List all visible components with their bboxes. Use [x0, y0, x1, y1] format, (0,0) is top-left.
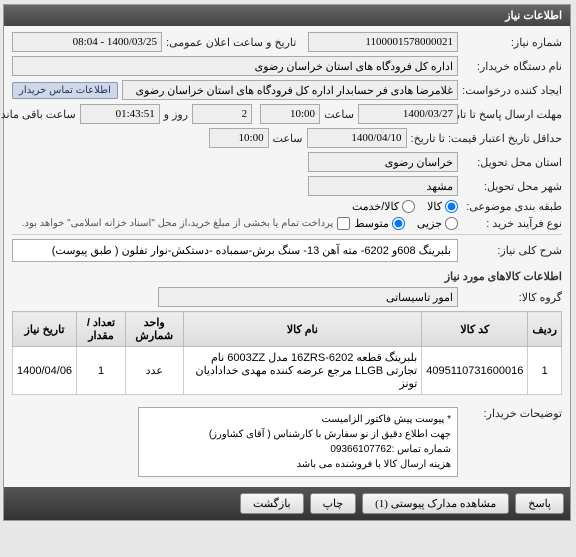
min-valid-date — [308, 128, 408, 148]
items-table-body: 1 4095110731600016 بلبرینگ قطعه 16ZRS-62… — [14, 347, 563, 395]
row-need-no: شماره نیاز: تاریخ و ساعت اعلان عمومی: — [13, 32, 563, 52]
need-no-label: شماره نیاز: — [463, 36, 563, 49]
radio-medium-label: متوسط — [355, 217, 390, 230]
info-panel: اطلاعات نیاز شماره نیاز: تاریخ و ساعت اع… — [4, 4, 572, 521]
col-date: تاریخ نیاز — [14, 312, 78, 347]
need-no-field — [309, 32, 459, 52]
row-province: استان محل تحویل: — [13, 152, 563, 172]
min-valid-time-label: ساعت — [274, 132, 304, 145]
radio-service[interactable]: کالا/خدمت — [353, 200, 416, 213]
col-code: کد کالا — [423, 312, 529, 347]
desc-line-0: * پیوست پیش فاکتور الزامیست — [146, 412, 452, 427]
need-title-label: شرح کلی نیاز: — [463, 244, 563, 257]
radio-low-input[interactable] — [446, 217, 459, 230]
cell-date: 1400/04/06 — [14, 347, 78, 395]
announce-field — [13, 32, 163, 52]
items-table: ردیف کد کالا نام کالا واحد شمارش تعداد /… — [13, 311, 563, 395]
col-qty: تعداد / مقدار — [78, 312, 127, 347]
announce-label: تاریخ و ساعت اعلان عمومی: — [167, 36, 297, 49]
footer-bar: پاسخ مشاهده مدارک پیوستی (1) چاپ بازگشت — [5, 487, 571, 520]
process-note-checkbox[interactable] — [338, 217, 351, 230]
min-valid-label: حداقل تاریخ اعتبار قیمت: تا تاریخ: — [412, 132, 563, 145]
radio-low[interactable]: جزیی — [418, 217, 459, 230]
table-row[interactable]: 1 4095110731600016 بلبرینگ قطعه 16ZRS-62… — [14, 347, 563, 395]
separator — [13, 234, 563, 235]
radio-medium[interactable]: متوسط — [355, 217, 406, 230]
city-label: شهر محل تحویل: — [463, 180, 563, 193]
back-button[interactable]: بازگشت — [241, 493, 305, 514]
col-unit: واحد شمارش — [126, 312, 184, 347]
view-attach-button[interactable]: مشاهده مدارک پیوستی (1) — [363, 493, 510, 514]
creator-label: ایجاد کننده درخواست: — [463, 84, 563, 97]
radio-service-label: کالا/خدمت — [353, 200, 400, 213]
row-creator: ایجاد کننده درخواست: اطلاعات تماس خریدار — [13, 80, 563, 100]
radio-service-input[interactable] — [403, 200, 416, 213]
cell-qty: 1 — [78, 347, 127, 395]
row-need-title: شرح کلی نیاز: بلبرینگ 608و 6202- مته آهن… — [13, 239, 563, 262]
row-process: نوع فرآیند خرید : جزیی متوسط پرداخت تمام… — [13, 217, 563, 230]
buyer-org-label: نام دستگاه خریدار: — [463, 60, 563, 73]
radio-goods[interactable]: کالا — [428, 200, 459, 213]
radio-goods-label: کالا — [428, 200, 443, 213]
row-group: گروه کالا: — [13, 287, 563, 307]
process-note-wrap: پرداخت تمام یا بخشی از مبلغ خرید،از محل … — [23, 217, 352, 230]
items-table-head: ردیف کد کالا نام کالا واحد شمارش تعداد /… — [14, 312, 563, 347]
category-radios: کالا کالا/خدمت — [353, 200, 459, 213]
radio-goods-input[interactable] — [446, 200, 459, 213]
deadline-days — [193, 104, 253, 124]
buyer-desc-label: توضیحات خریدار: — [463, 407, 563, 420]
deadline-time — [261, 104, 321, 124]
deadline-remain — [81, 104, 161, 124]
panel-body: شماره نیاز: تاریخ و ساعت اعلان عمومی: نا… — [5, 26, 571, 487]
panel-title: اطلاعات نیاز — [5, 5, 571, 26]
cell-row: 1 — [529, 347, 563, 395]
process-radios: جزیی متوسط — [355, 217, 459, 230]
group-field — [159, 287, 459, 307]
process-label: نوع فرآیند خرید : — [463, 217, 563, 230]
radio-medium-input[interactable] — [393, 217, 406, 230]
buyer-contact-button[interactable]: اطلاعات تماس خریدار — [13, 82, 119, 99]
province-field — [309, 152, 459, 172]
desc-line-2: شماره تماس :09366107762 — [146, 442, 452, 457]
deadline-label: مهلت ارسال پاسخ تا تاریخ: — [463, 108, 563, 121]
cell-code: 4095110731600016 — [423, 347, 529, 395]
buyer-org-field — [13, 56, 459, 76]
row-category: طبقه بندی موضوعی: کالا کالا/خدمت — [13, 200, 563, 213]
radio-low-label: جزیی — [418, 217, 443, 230]
row-city: شهر محل تحویل: — [13, 176, 563, 196]
deadline-time-label: ساعت — [325, 108, 355, 121]
province-label: استان محل تحویل: — [463, 156, 563, 169]
deadline-date — [359, 104, 459, 124]
city-field — [309, 176, 459, 196]
print-button[interactable]: چاپ — [311, 493, 358, 514]
need-title-box: بلبرینگ 608و 6202- مته آهن 13- سنگ برش-س… — [13, 239, 459, 262]
row-buyer-org: نام دستگاه خریدار: — [13, 56, 563, 76]
row-buyer-desc: توضیحات خریدار: * پیوست پیش فاکتور الزام… — [13, 407, 563, 477]
process-note: پرداخت تمام یا بخشی از مبلغ خرید،از محل … — [23, 218, 335, 229]
cell-unit: عدد — [126, 347, 184, 395]
desc-line-1: جهت اطلاع دقیق از نو سفارش با کارشناس ( … — [146, 427, 452, 442]
creator-field — [123, 80, 459, 100]
cell-name: بلبرینگ قطعه 16ZRS-6202 مدل 6003ZZ نام ت… — [184, 347, 423, 395]
category-label: طبقه بندی موضوعی: — [463, 200, 563, 213]
deadline-days-label: روز و — [165, 108, 189, 121]
deadline-remain-label: ساعت باقی مانده — [0, 108, 77, 121]
desc-line-3: هزینه ارسال کالا با فروشنده می باشد — [146, 457, 452, 472]
row-deadline: مهلت ارسال پاسخ تا تاریخ: ساعت روز و ساع… — [13, 104, 563, 124]
buyer-desc-box: * پیوست پیش فاکتور الزامیست جهت اطلاع دق… — [139, 407, 459, 477]
min-valid-time — [210, 128, 270, 148]
group-label: گروه کالا: — [463, 291, 563, 304]
answer-button[interactable]: پاسخ — [516, 493, 565, 514]
row-min-valid: حداقل تاریخ اعتبار قیمت: تا تاریخ: ساعت — [13, 128, 563, 148]
items-section-title: اطلاعات کالاهای مورد نیاز — [13, 266, 563, 287]
col-name: نام کالا — [184, 312, 423, 347]
col-row: ردیف — [529, 312, 563, 347]
